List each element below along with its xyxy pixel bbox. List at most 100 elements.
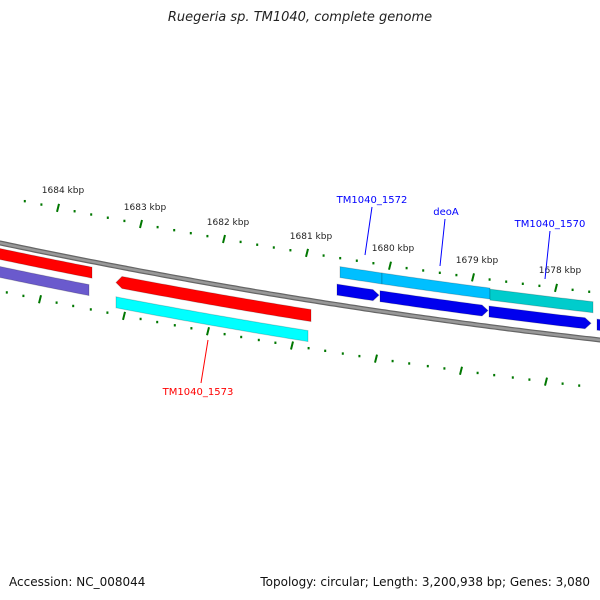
- outer-ring-minor-tick: [239, 240, 242, 244]
- outer-ring-minor-tick: [588, 290, 591, 293]
- outer-ring-minor-tick: [90, 213, 93, 216]
- inner-ring-major-tick: [206, 326, 210, 336]
- outer-ring-minor-tick: [256, 243, 259, 246]
- inner-ring-minor-tick: [561, 382, 564, 385]
- outer-ring-major-tick: [222, 234, 226, 244]
- inner-ring-minor-tick: [22, 294, 25, 298]
- inner-ring-minor-tick: [408, 362, 411, 365]
- gene-feature-TM1040_1570[interactable]: [488, 305, 592, 330]
- inner-ring-minor-tick: [156, 320, 159, 324]
- inner-ring-major-tick: [122, 311, 126, 321]
- kbp-tick-label: 1683 kbp: [124, 203, 167, 213]
- inner-ring-minor-tick: [578, 384, 581, 387]
- outer-ring-minor-tick: [372, 262, 375, 265]
- inner-ring-minor-tick: [106, 311, 109, 314]
- inner-ring-minor-tick: [274, 341, 277, 344]
- inner-ring-minor-tick: [5, 291, 8, 294]
- genome-summary-text: Topology: circular; Length: 3,200,938 bp…: [260, 575, 590, 589]
- kbp-tick-label: 1680 kbp: [372, 244, 415, 254]
- gene-feature-TM1040_1572-rna[interactable]: [339, 266, 383, 285]
- inner-ring-major-tick: [544, 377, 548, 386]
- inner-ring-minor-tick: [426, 364, 429, 368]
- outer-ring-minor-tick: [23, 199, 26, 203]
- accession-text: Accession: NC_008044: [9, 575, 146, 589]
- inner-ring-minor-tick: [391, 359, 394, 363]
- outer-ring-major-tick: [305, 248, 309, 258]
- gene-feature-other[interactable]: [0, 265, 90, 297]
- outer-ring-minor-tick: [571, 288, 574, 292]
- inner-ring-minor-tick: [223, 332, 226, 336]
- gene-label[interactable]: TM1040_1572: [336, 195, 408, 206]
- outer-ring-minor-tick: [322, 254, 325, 257]
- gene-label-leader: [439, 218, 446, 267]
- outer-ring-minor-tick: [106, 216, 109, 219]
- inner-ring-major-tick: [459, 366, 463, 375]
- outer-ring-minor-tick: [422, 269, 425, 272]
- inner-ring-major-tick: [374, 354, 378, 363]
- gene-label-leader: [364, 206, 373, 256]
- inner-ring-minor-tick: [341, 352, 344, 355]
- gene-label[interactable]: TM1040_1570: [514, 219, 586, 230]
- gene-feature-reverse[interactable]: [0, 247, 93, 279]
- outer-ring-major-tick: [554, 283, 558, 293]
- inner-ring-major-tick: [38, 295, 42, 304]
- kbp-tick-label: 1679 kbp: [456, 256, 499, 266]
- outer-ring-minor-tick: [405, 266, 408, 270]
- kbp-tick-label: 1684 kbp: [42, 186, 85, 196]
- inner-ring-minor-tick: [443, 367, 446, 370]
- gene-feature-deoA[interactable]: [379, 290, 489, 317]
- outer-ring-major-tick: [139, 219, 143, 229]
- outer-ring-minor-tick: [339, 256, 342, 260]
- inner-ring-minor-tick: [72, 304, 75, 308]
- inner-ring-minor-tick: [307, 346, 310, 350]
- outer-ring-minor-tick: [438, 271, 441, 275]
- gene-feature-TM1040_1573-rna[interactable]: [115, 296, 309, 343]
- inner-ring-minor-tick: [257, 338, 260, 342]
- gene-label[interactable]: deoA: [433, 207, 459, 218]
- inner-ring-minor-tick: [89, 308, 92, 311]
- outer-ring-minor-tick: [289, 249, 292, 252]
- inner-ring-minor-tick: [476, 371, 479, 375]
- inner-ring-minor-tick: [55, 301, 58, 304]
- inner-ring-minor-tick: [528, 378, 531, 381]
- gene-feature-TM1040_1573[interactable]: [115, 275, 312, 323]
- gene-label-leader: [544, 230, 551, 280]
- outer-ring-major-tick: [56, 203, 60, 213]
- kbp-tick-label: 1678 kbp: [539, 266, 582, 276]
- outer-ring-minor-tick: [505, 280, 508, 283]
- gene-label-leader: [200, 339, 209, 384]
- inner-ring-minor-tick: [173, 324, 176, 327]
- outer-ring-minor-tick: [156, 225, 159, 229]
- outer-ring-minor-tick: [40, 203, 43, 206]
- outer-ring-major-tick: [471, 273, 475, 282]
- map-title: Ruegeria sp. TM1040, complete genome: [167, 10, 433, 25]
- kbp-tick-label: 1681 kbp: [290, 232, 333, 242]
- inner-ring-minor-tick: [358, 354, 361, 358]
- outer-ring-minor-tick: [123, 219, 126, 223]
- outer-ring-minor-tick: [189, 231, 192, 235]
- inner-ring-major-tick: [290, 341, 294, 350]
- inner-ring-minor-tick: [324, 349, 327, 353]
- outer-ring-minor-tick: [488, 278, 491, 281]
- kbp-tick-label: 1682 kbp: [207, 218, 250, 228]
- gene-label[interactable]: TM1040_1573: [162, 387, 234, 398]
- gene-feature-TM1040_1570-rna[interactable]: [489, 288, 594, 314]
- outer-ring-minor-tick: [272, 246, 275, 249]
- outer-ring-minor-tick: [173, 228, 176, 232]
- outer-ring-minor-tick: [538, 284, 541, 288]
- outer-ring-minor-tick: [521, 282, 524, 285]
- inner-ring-minor-tick: [511, 376, 514, 379]
- backbone-highlight: [0, 241, 600, 342]
- inner-ring-minor-tick: [493, 373, 496, 377]
- outer-ring-minor-tick: [455, 273, 458, 277]
- outer-ring-major-tick: [388, 261, 392, 270]
- inner-ring-minor-tick: [139, 317, 142, 321]
- outer-ring-minor-tick: [355, 259, 358, 262]
- outer-ring-minor-tick: [73, 210, 76, 213]
- gene-feature-TM1040_1572[interactable]: [336, 283, 380, 302]
- outer-ring-minor-tick: [206, 234, 209, 238]
- inner-ring-minor-tick: [190, 327, 193, 330]
- inner-ring-minor-tick: [240, 335, 243, 339]
